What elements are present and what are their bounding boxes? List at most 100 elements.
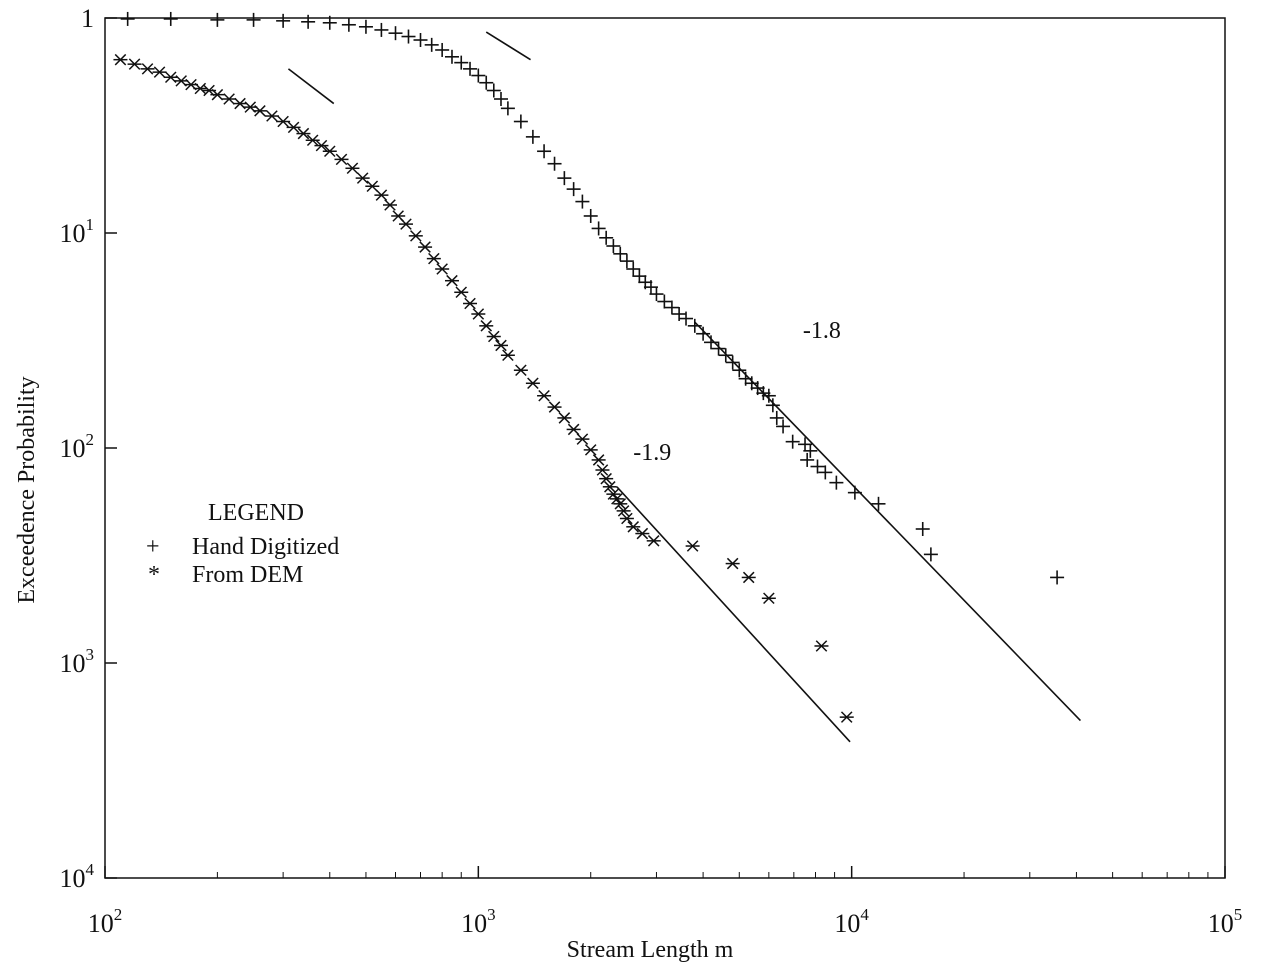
data-point-hand bbox=[322, 15, 337, 30]
marker-stroke bbox=[548, 401, 561, 413]
data-point-hand bbox=[388, 26, 403, 41]
legend: LEGEND + Hand Digitized * From DEM bbox=[146, 500, 339, 588]
data-point-dem bbox=[264, 110, 279, 122]
marker-stroke bbox=[686, 540, 699, 552]
marker-stroke bbox=[153, 66, 166, 78]
fit-lines bbox=[287, 31, 1082, 743]
data-point-hand bbox=[246, 12, 261, 27]
data-point-hand bbox=[444, 49, 459, 64]
marker-stroke bbox=[375, 189, 388, 201]
data-point-dem bbox=[252, 105, 267, 117]
data-point-hand bbox=[424, 37, 439, 52]
data-point-hand bbox=[643, 280, 658, 295]
marker-stroke bbox=[726, 557, 739, 570]
x-tick-label: 105 bbox=[1208, 905, 1243, 938]
marker-stroke bbox=[114, 53, 127, 66]
data-point-hand bbox=[566, 182, 581, 197]
marker-stroke bbox=[400, 218, 412, 230]
marker-stroke bbox=[392, 210, 404, 222]
data-point-hand bbox=[711, 341, 726, 356]
data-point-dem bbox=[305, 134, 320, 147]
legend-title: LEGEND bbox=[208, 500, 304, 526]
data-point-hand bbox=[413, 33, 428, 48]
data-point-dem bbox=[210, 88, 225, 101]
data-point-dem bbox=[383, 199, 398, 211]
marker-stroke bbox=[315, 139, 328, 152]
data-point-dem bbox=[500, 349, 515, 362]
marker-stroke bbox=[194, 82, 207, 95]
data-point-hand bbox=[687, 318, 702, 333]
marker-stroke bbox=[636, 527, 649, 540]
marker-stroke bbox=[763, 592, 775, 605]
marker-stroke bbox=[128, 58, 141, 70]
legend-marker-dem: * bbox=[148, 562, 160, 588]
data-point-dem bbox=[322, 145, 337, 158]
data-point-hand bbox=[479, 75, 494, 90]
data-point-dem bbox=[626, 521, 641, 533]
marker-stroke bbox=[464, 297, 476, 310]
data-point-dem bbox=[613, 498, 628, 510]
data-point-hand bbox=[632, 269, 647, 284]
data-point-dem bbox=[152, 66, 167, 78]
data-point-dem bbox=[595, 464, 610, 476]
data-point-dem bbox=[547, 401, 562, 413]
marker-stroke bbox=[346, 162, 359, 175]
y-tick-label: 104 bbox=[60, 860, 95, 893]
data-point-hand bbox=[915, 522, 930, 537]
data-point-hand bbox=[613, 246, 628, 261]
slope-label-dem: -1.9 bbox=[633, 440, 671, 466]
data-point-hand bbox=[829, 475, 844, 490]
data-point-hand bbox=[591, 221, 606, 236]
data-point-dem bbox=[365, 180, 380, 193]
marker-stroke bbox=[297, 127, 310, 140]
data-point-dem bbox=[537, 389, 552, 402]
data-point-dem bbox=[602, 481, 617, 493]
marker-stroke bbox=[815, 640, 828, 652]
marker-stroke bbox=[419, 241, 431, 253]
data-point-dem bbox=[814, 640, 829, 652]
guide-segment-dem bbox=[287, 68, 335, 105]
data-point-hand bbox=[537, 144, 552, 159]
data-point-hand bbox=[649, 287, 664, 302]
marker-stroke bbox=[527, 377, 539, 390]
data-point-hand bbox=[800, 452, 815, 467]
marker-stroke bbox=[356, 172, 369, 184]
legend-marker-hand: + bbox=[146, 534, 160, 560]
x-tick-label: 102 bbox=[88, 905, 123, 938]
marker-stroke bbox=[203, 84, 215, 97]
data-point-dem bbox=[435, 263, 450, 275]
data-point-hand bbox=[732, 363, 747, 378]
y-tick-label: 1 bbox=[81, 4, 94, 33]
data-point-hand bbox=[435, 42, 450, 57]
data-point-dem bbox=[113, 53, 128, 66]
data-point-hand bbox=[374, 22, 389, 37]
marker-stroke bbox=[410, 230, 422, 242]
data-point-dem bbox=[599, 472, 614, 485]
data-series bbox=[113, 11, 1065, 723]
marker-stroke bbox=[472, 308, 485, 320]
y-tick-label: 101 bbox=[60, 215, 95, 248]
y-tick-label: 103 bbox=[60, 645, 95, 678]
data-point-hand bbox=[493, 92, 508, 107]
data-point-hand bbox=[785, 434, 800, 449]
marker-stroke bbox=[502, 349, 514, 362]
data-point-dem bbox=[374, 189, 389, 201]
y-axis: 1 101 102 103 104 bbox=[60, 4, 117, 893]
marker-stroke bbox=[576, 433, 589, 445]
marker-stroke bbox=[614, 498, 627, 510]
marker-stroke bbox=[627, 521, 640, 533]
data-point-dem bbox=[493, 339, 508, 352]
data-point-dem bbox=[444, 274, 459, 287]
marker-stroke bbox=[567, 423, 580, 436]
x-axis-title: Stream Length m bbox=[567, 937, 734, 963]
data-point-dem bbox=[127, 58, 142, 70]
slope-label-hand: -1.8 bbox=[803, 318, 841, 344]
data-point-hand bbox=[500, 101, 515, 116]
marker-stroke bbox=[515, 364, 527, 377]
marker-stroke bbox=[436, 263, 448, 275]
marker-stroke bbox=[617, 505, 630, 517]
data-point-dem bbox=[140, 63, 155, 75]
data-point-hand bbox=[679, 311, 694, 326]
slope-annotations: -1.8 -1.9 bbox=[633, 318, 841, 466]
